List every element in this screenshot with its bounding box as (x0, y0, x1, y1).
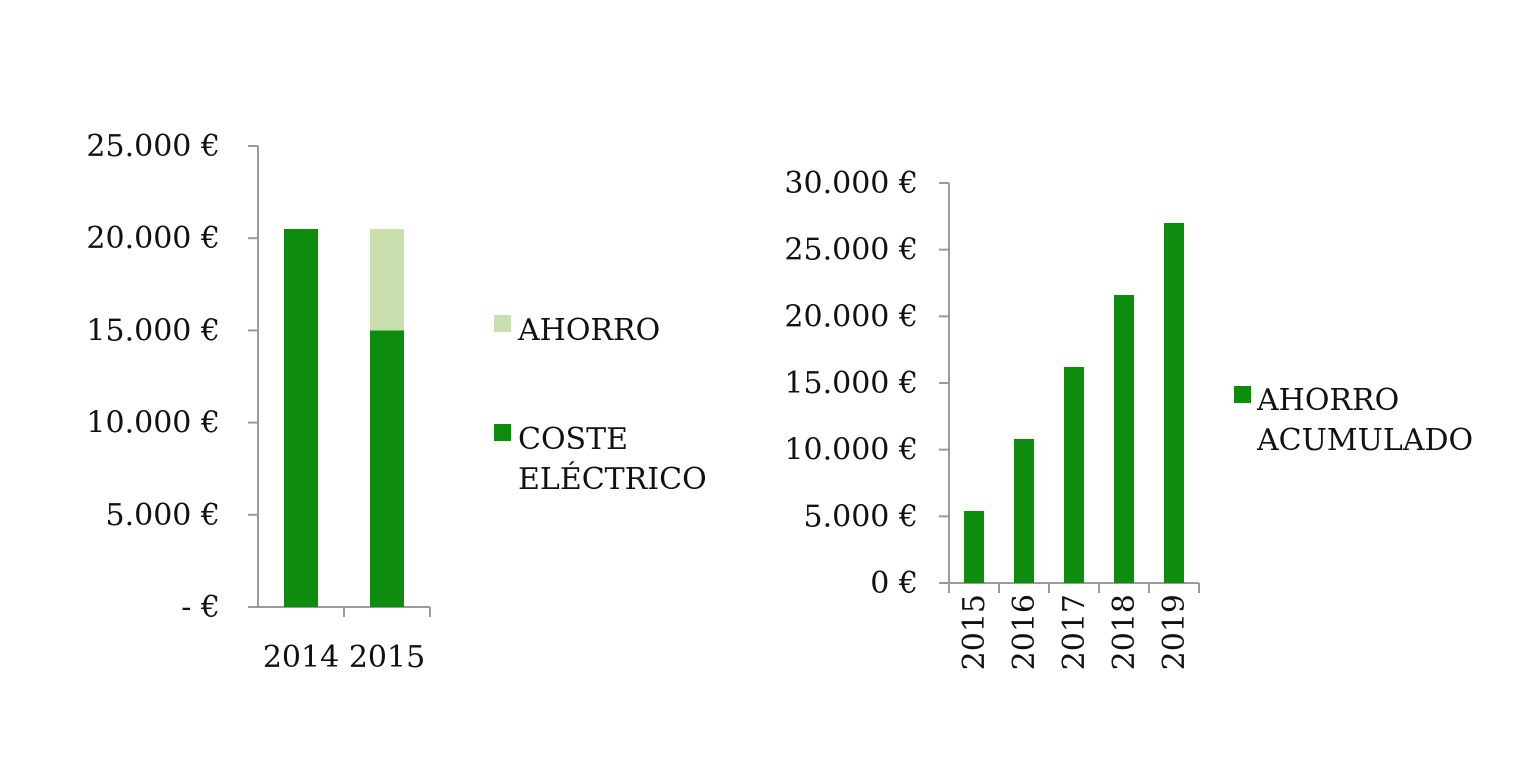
y-tick-label: 10.000 € (86, 406, 220, 441)
bar-2017 (1064, 367, 1084, 583)
y-tick-label: 15.000 € (86, 313, 220, 348)
y-tick-label: 5.000 € (105, 498, 220, 533)
chart-left-stacked-cost: - € 5.000 € 10.000 € 15.000 € 20.000 € 25.000… (86, 129, 706, 675)
y-tick-label: 0 € (870, 566, 918, 601)
bar-2016 (1014, 439, 1034, 583)
y-tick-label: 25.000 € (784, 233, 918, 268)
legend-swatch (494, 424, 511, 441)
legend-label: AHORRO (1256, 383, 1399, 418)
bar-2015-series-1 (370, 228, 404, 331)
x-tick-label: 2016 (1007, 594, 1042, 670)
x-tick-label: 2017 (1057, 594, 1092, 670)
x-tick-label: 2014 (263, 640, 339, 675)
x-tick-label: 2018 (1107, 594, 1142, 670)
y-tick-label: 20.000 € (784, 299, 918, 334)
y-tick-label: - € (181, 590, 220, 625)
y-tick-label: 10.000 € (784, 433, 918, 468)
legend-label: AHORRO (517, 313, 660, 348)
legend-label: ELÉCTRICO (518, 461, 707, 497)
legend-swatch (494, 315, 511, 332)
x-tick-label: 2015 (349, 640, 425, 675)
y-tick-label: 25.000 € (86, 129, 220, 164)
bar-2018 (1114, 295, 1134, 583)
legend-label: ACUMULADO (1256, 423, 1473, 458)
y-tick-label: 20.000 € (86, 221, 220, 256)
bar-2014-series-0 (284, 228, 318, 608)
legend-label: COSTE (518, 422, 628, 457)
x-tick-label: 2019 (1157, 594, 1192, 670)
bar-2019 (1164, 223, 1184, 583)
y-tick-label: 30.000 € (784, 166, 918, 201)
y-tick-label: 15.000 € (784, 366, 918, 401)
x-tick-label: 2015 (957, 594, 992, 670)
legend-swatch (1234, 386, 1251, 403)
bar-2015 (964, 511, 984, 583)
y-tick-label: 5.000 € (803, 499, 918, 534)
chart-right-cumulative-savings: 0 € 5.000 € 10.000 € 15.000 € 20.000 € 25.000… (784, 166, 1473, 670)
bar-2015-series-0 (370, 330, 404, 607)
